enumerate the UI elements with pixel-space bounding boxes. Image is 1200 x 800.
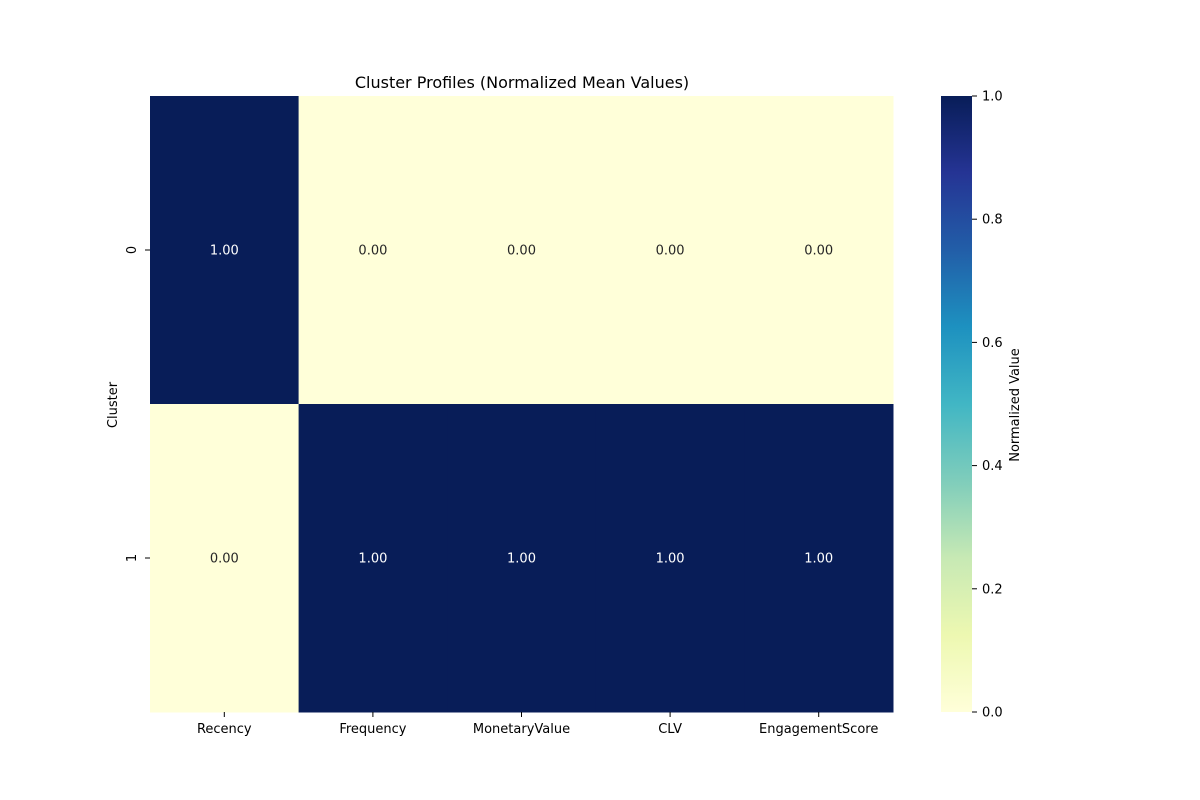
x-tick-label: Frequency [339,722,406,737]
colorbar-tick-label: 0.2 [982,582,1003,597]
heatmap-cell-label: 0.00 [358,244,387,259]
heatmap-cell [150,404,300,713]
heatmap-cell-label: 0.00 [656,244,685,259]
heatmap-cell [298,96,448,405]
x-tick-label: EngagementScore [759,722,878,737]
heatmap-cell [447,96,597,405]
heatmap-cell [298,404,448,713]
heatmap-cell-label: 1.00 [507,552,536,567]
chart-title: Cluster Profiles (Normalized Mean Values… [355,73,689,92]
heatmap-cell [447,404,597,713]
x-tick-label: MonetaryValue [473,722,570,737]
colorbar-tick-label: 0.0 [982,706,1003,721]
x-tick-label: Recency [197,722,252,737]
colorbar-tick-label: 1.0 [982,90,1003,105]
heatmap-cells [150,96,894,713]
y-tick-label: 0 [125,246,140,254]
y-axis-label: Cluster [106,381,121,428]
colorbar-ticks: 0.0 0.2 0.4 0.6 0.8 1.0 [972,90,1003,721]
y-tick-label: 1 [125,554,140,562]
x-axis-ticks: Recency Frequency MonetaryValue CLV Engageme… [197,712,878,737]
heatmap-cell-label: 1.00 [656,552,685,567]
heatmap-cell-label: 0.00 [507,244,536,259]
heatmap-cell-label: 1.00 [804,552,833,567]
heatmap-cell-label: 0.00 [210,552,239,567]
x-tick-label: CLV [658,722,682,737]
heatmap-cell [595,96,745,405]
heatmap-cell [744,404,894,713]
colorbar-label: Normalized Value [1008,348,1023,462]
colorbar-tick-label: 0.6 [982,336,1003,351]
heatmap-cell-label: 0.00 [804,244,833,259]
heatmap-cell-labels: 1.00 0.00 0.00 0.00 0.00 0.00 1.00 1.00 1.00 1.00 [210,244,833,567]
colorbar-tick-label: 0.4 [982,459,1003,474]
heatmap-cell-label: 1.00 [358,552,387,567]
colorbar-tick-label: 0.8 [982,213,1003,228]
heatmap-cell [150,96,300,405]
heatmap-cell-label: 1.00 [210,244,239,259]
heatmap-cell [744,96,894,405]
heatmap-cell [595,404,745,713]
colorbar [941,96,972,712]
y-axis-ticks: 01 [125,246,150,562]
